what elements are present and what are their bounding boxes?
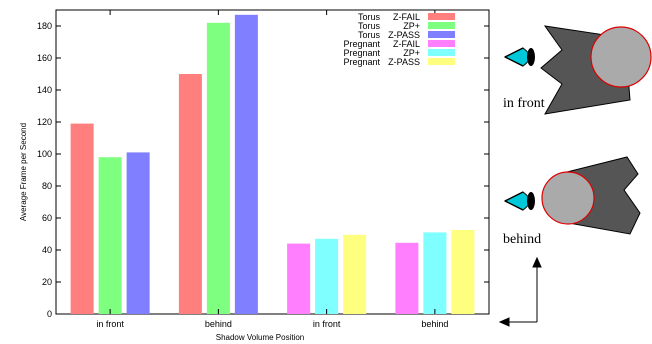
legend-method: Z-PASS [388,57,420,67]
bar-torus-zp [206,22,230,315]
legend-model: Torus [358,30,381,40]
x-tick-label: behind [205,319,232,329]
legend-method: Z-FAIL [393,12,420,22]
diagram-behind: behind [503,156,641,247]
y-tick-label: 180 [37,21,52,31]
x-axis-title: Shadow Volume Position [216,333,305,342]
legend-swatch [428,31,455,38]
bar-torus-zfail [70,123,94,314]
legend-method: Z-PASS [388,30,420,40]
legend-method: ZP+ [403,48,420,58]
eye-icon [503,47,535,67]
legend-swatch [428,40,455,47]
bar-chart: 0 20 40 60 80 100 120 140 160 180 in front behind in… [19,9,490,342]
legend-swatch [428,58,455,65]
bar-pregnant-zp [315,238,339,314]
bar-torus-zfail [178,74,202,314]
y-axis-title: Average Frame per Second [19,123,28,221]
bar-pregnant-zp [423,232,447,314]
x-tick-label: in front [313,319,341,329]
legend-model: Pregnant [343,57,380,67]
legend-swatch [428,13,455,20]
y-tick-label: 40 [42,245,52,255]
legend-swatch [428,22,455,29]
y-tick-label: 120 [37,117,52,127]
y-tick-label: 20 [42,277,52,287]
x-tick-label: in front [96,319,124,329]
occluder-sphere-icon [590,26,652,88]
bar-torus-zpass [234,14,258,315]
bar-torus-zpass [126,152,150,314]
bar-pregnant-zfail [287,243,311,314]
legend-model: Torus [358,12,381,22]
eye-icon [503,191,535,211]
bar-torus-zp [98,157,122,314]
diagram-in-front: in front [503,25,652,115]
legend-model: Torus [358,21,381,31]
legend-model: Pregnant [343,39,380,49]
label-in-front: in front [503,96,545,111]
y-tick-label: 80 [42,181,52,191]
axis-arrows-icon [498,256,542,327]
y-tick-label: 140 [37,85,52,95]
bar-pregnant-zpass [343,234,367,314]
legend-model: Pregnant [343,48,380,58]
bar-pregnant-zfail [395,242,419,314]
label-behind: behind [503,232,541,247]
y-tick-label: 100 [37,149,52,159]
y-tick-label: 60 [42,213,52,223]
x-tick-label: behind [421,319,448,329]
y-tick-label: 160 [37,53,52,63]
plot-frame [55,9,490,315]
y-tick-label: 0 [47,309,52,319]
legend-method: Z-FAIL [393,39,420,49]
bar-pregnant-zpass [451,230,475,314]
occluder-sphere-icon [541,171,595,225]
legend-method: ZP+ [403,21,420,31]
legend-swatch [428,49,455,56]
